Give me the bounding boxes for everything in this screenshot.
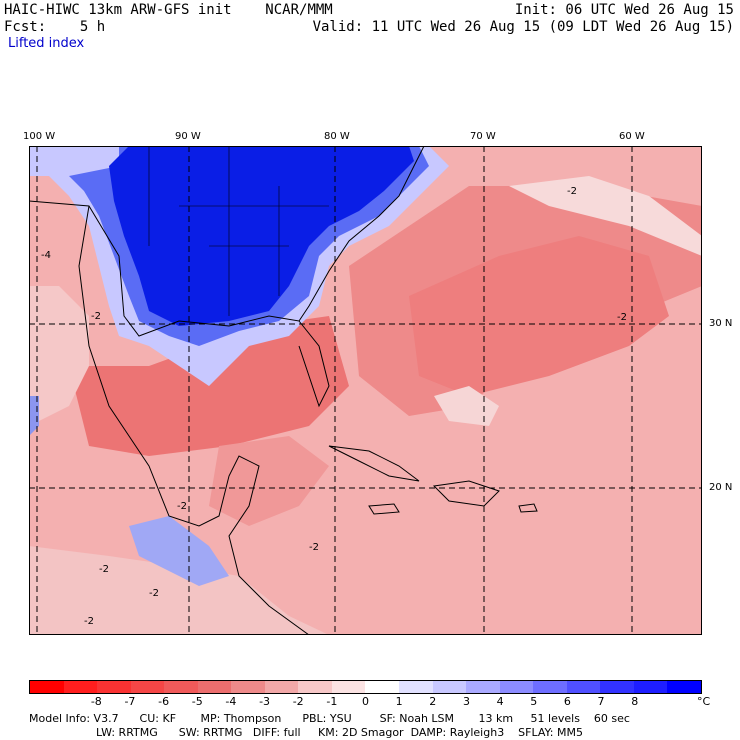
colorbar (29, 680, 702, 694)
colorbar-tick-label: 0 (362, 695, 369, 708)
state-borders (148, 146, 329, 316)
colorbar-tick-label: 8 (631, 695, 639, 708)
contour-label: -2 (617, 312, 627, 323)
lon-label-100w: 100 W (23, 131, 56, 142)
colorbar-tick-label: -6 (158, 695, 170, 708)
coastline-hispaniola (432, 480, 500, 507)
contour-label: -2 (91, 311, 101, 322)
colorbar-swatch (264, 681, 299, 693)
colorbar-swatch (298, 681, 332, 693)
lon-label-60w: 60 W (619, 131, 645, 142)
lon-label-70w: 70 W (470, 131, 496, 142)
pale-area-northeast (509, 176, 702, 256)
contour-label: -2 (309, 542, 319, 553)
colorbar-swatch (63, 681, 98, 693)
header-org: NCAR/MMM (265, 2, 333, 18)
colorbar-tick-label: -3 (259, 695, 271, 708)
coastline-florida (298, 320, 330, 408)
pale-area-pacific (29, 546, 329, 635)
lat-label-20n: 20 N (709, 482, 733, 493)
colorbar-tick-label: -1 (326, 695, 338, 708)
field-name: Lifted index (8, 36, 85, 51)
colorbar-tick-label: 5 (530, 695, 538, 708)
colorbar-tick-label: -4 (225, 695, 237, 708)
coastline-us-mexico (29, 146, 425, 337)
colorbar-swatch (432, 681, 467, 693)
colorbar-tick-label: -5 (191, 695, 203, 708)
colorbar-tick-label: 2 (429, 695, 437, 708)
lifted-index-map: -4 -2 -2 -2 -2 -2 -2 -2 -2 (29, 146, 702, 635)
contour-label: -2 (99, 564, 109, 575)
model-info-line1: Model Info: V3.7 CU: KF MP: Thompson PBL… (29, 712, 630, 725)
colorbar-swatch (533, 681, 567, 693)
model-info-line2: LW: RRTMG SW: RRTMG DIFF: full KM: 2D Sm… (96, 726, 583, 739)
colorbar-swatch (633, 681, 668, 693)
coastline-puerto-rico (518, 503, 538, 513)
colorbar-tick-label: 6 (563, 695, 571, 708)
lon-label-80w: 80 W (324, 131, 350, 142)
colorbar-swatch (164, 681, 198, 693)
header-forecast: Fcst: 5 h (4, 19, 106, 35)
coastline-cuba (328, 445, 420, 482)
colorbar-swatch (331, 681, 366, 693)
lon-label-90w: 90 W (175, 131, 201, 142)
colorbar-swatch (600, 681, 634, 693)
colorbar-tick-label: -7 (124, 695, 136, 708)
lat-label-30n: 30 N (709, 318, 733, 329)
colorbar-swatch (231, 681, 265, 693)
colorbar-swatch (365, 681, 400, 693)
header-valid: Valid: 11 UTC Wed 26 Aug 15 (09 LDT Wed … (312, 19, 734, 35)
colorbar-swatch (130, 681, 165, 693)
lat-lon-grid (29, 146, 702, 635)
colorbar-tick-label: -2 (292, 695, 304, 708)
colorbar-swatch (97, 681, 131, 693)
contour-label: -2 (177, 501, 187, 512)
colorbar-swatch (499, 681, 534, 693)
pale-area-mexico (29, 286, 89, 426)
colorbar-unit: °C (697, 695, 711, 708)
colorbar-swatch (667, 681, 701, 693)
red-area-central-atlantic (409, 236, 669, 396)
stable-area-core (109, 146, 414, 326)
colorbar-swatch (197, 681, 232, 693)
pale-area-hispaniola (434, 386, 499, 426)
stable-area-central-america (129, 516, 229, 586)
map-border (29, 146, 702, 635)
colorbar-swatch (566, 681, 601, 693)
coastline-jamaica (368, 503, 400, 515)
colorbar-swatch (466, 681, 500, 693)
header-model-title: HAIC-HIWC 13km ARW-GFS init NCAR/MMM (4, 2, 333, 18)
contour-label: -4 (41, 250, 51, 261)
header-init: Init: 06 UTC Wed 26 Aug 15 (514, 2, 734, 18)
coastline-mexico-central-america (78, 205, 310, 635)
contour-label: -2 (149, 588, 159, 599)
contour-label: -2 (567, 186, 577, 197)
colorbar-swatch (30, 681, 64, 693)
colorbar-tick-label: 3 (462, 695, 470, 708)
contour-label: -2 (84, 616, 94, 627)
colorbar-tick-label: 4 (496, 695, 504, 708)
colorbar-tick-label: 7 (597, 695, 605, 708)
colorbar-tick-label: -8 (90, 695, 102, 708)
colorbar-tick-label: 1 (395, 695, 403, 708)
colorbar-swatch (399, 681, 433, 693)
red-area-caribbean (209, 436, 329, 526)
